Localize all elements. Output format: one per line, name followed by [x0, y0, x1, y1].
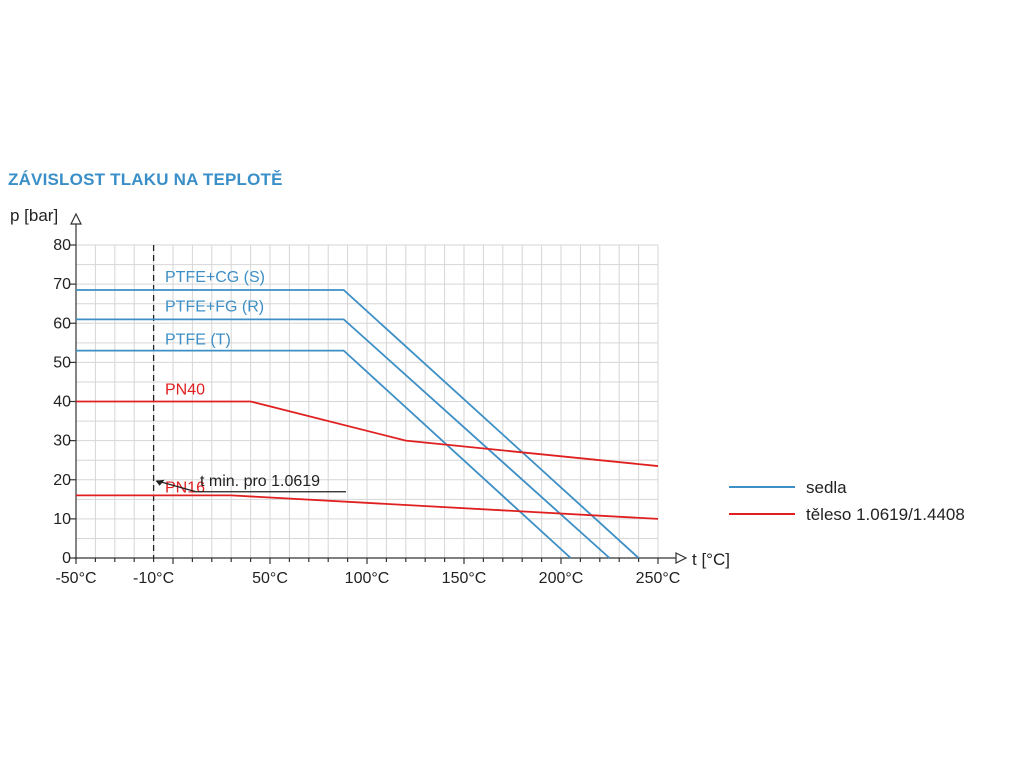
chart-title: ZÁVISLOST TLAKU NA TEPLOTĚ: [8, 170, 283, 189]
annotation-arrow: [155, 479, 165, 486]
y-tick-label: 70: [53, 276, 71, 293]
y-axis-label: p [bar]: [10, 206, 58, 225]
x-axis-arrow: [675, 552, 688, 564]
series-line: [76, 289, 640, 559]
legend: sedla těleso 1.0619/1.4408: [729, 478, 965, 524]
series-label: PN16: [165, 479, 205, 496]
y-tick-label: 20: [53, 472, 71, 489]
legend-label: sedla: [806, 478, 847, 497]
series-line: [76, 318, 611, 559]
x-axis-label: t [°C]: [692, 550, 730, 569]
series-line: [76, 400, 659, 467]
annotation-text: t min. pro 1.0619: [200, 473, 320, 490]
x-tick-label: 150°C: [442, 570, 487, 587]
y-tick-label: 40: [53, 394, 71, 411]
x-tick-label: -50°C: [55, 570, 96, 587]
series-label: PTFE+CG (S): [165, 269, 265, 286]
x-tick-label: 250°C: [636, 570, 681, 587]
axes: p [bar] t [°C]: [10, 206, 730, 569]
x-tick-label: -10°C: [133, 570, 174, 587]
y-tick-label: 10: [53, 511, 71, 528]
y-tick-label: 80: [53, 237, 71, 254]
x-tick-label: 200°C: [539, 570, 584, 587]
y-axis-arrow: [70, 212, 82, 225]
series-line: [76, 349, 572, 559]
y-tick-label: 30: [53, 433, 71, 450]
series-label: PN40: [165, 382, 205, 399]
series-line: [76, 494, 659, 520]
annotation-leader: [156, 480, 197, 493]
annotation: t min. pro 1.0619: [155, 473, 346, 493]
x-tick-label: 100°C: [345, 570, 390, 587]
tick-labels: 0 10 20 30 40 50 60 70 80 -50°C -10°C 50°C 100°C 150°…: [53, 237, 680, 587]
legend-label: těleso 1.0619/1.4408: [806, 505, 965, 524]
y-tick-label: 0: [62, 550, 71, 567]
x-tick-label: 50°C: [252, 570, 288, 587]
y-tick-label: 50: [53, 354, 71, 371]
series-lines: [76, 289, 659, 559]
y-tick-label: 60: [53, 315, 71, 332]
series-label: PTFE+FG (R): [165, 298, 264, 315]
series-label: PTFE (T): [165, 332, 231, 349]
series-labels: PTFE+CG (S) PTFE+FG (R) PTFE (T) PN40 PN16: [165, 269, 265, 496]
